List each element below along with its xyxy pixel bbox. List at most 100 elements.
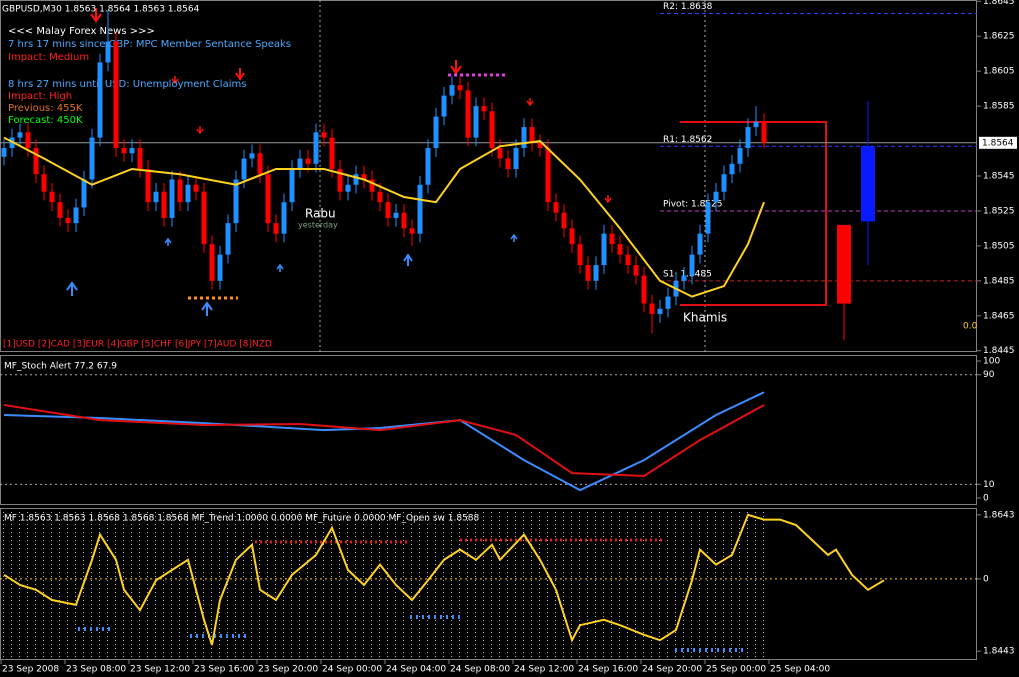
candle-body	[345, 184, 351, 192]
mf-pane-frame	[0, 508, 977, 660]
news-line: Impact: High	[8, 91, 72, 102]
candle-body	[861, 146, 875, 222]
candle-body	[457, 85, 463, 91]
moving-average	[3, 136, 765, 298]
candle-body	[105, 41, 111, 63]
candle-body	[425, 148, 431, 185]
candle-body	[481, 106, 487, 112]
candle-body	[761, 121, 767, 143]
y-tick-label: 90	[983, 370, 995, 380]
candle-body	[361, 174, 367, 180]
candle-body	[473, 106, 479, 138]
news-line: 8 hrs 27 mins until USD: Unemployment Cl…	[8, 79, 246, 90]
y-tick-label: 1.8605	[983, 67, 1015, 77]
candle-body	[401, 212, 407, 229]
candle-body	[689, 254, 695, 276]
y-tick-label: 1.8485	[983, 276, 1015, 286]
x-tick-label: 24 Sep 04:00	[386, 665, 446, 675]
symbol-header: GBPUSD,M30 1.8563 1.8564 1.8563 1.8564	[2, 5, 200, 15]
candle-body	[305, 158, 311, 164]
candle-body	[617, 244, 623, 255]
candle-body	[1, 148, 7, 157]
candle-body	[697, 233, 703, 255]
y-tick-label: 1.8525	[983, 206, 1015, 216]
indicator-title: MF_Stoch Alert 77.2 67.9	[4, 362, 117, 372]
candle-body	[65, 217, 71, 224]
candle-body	[257, 153, 263, 175]
news-panel: <<< Malay Forex News >>> 7 hrs 17 mins si…	[8, 26, 291, 126]
candle-body	[497, 148, 503, 159]
candle-body	[241, 158, 247, 180]
y-tick-label: 0	[983, 574, 989, 584]
candle-body	[665, 296, 671, 309]
news-line: Previous: 455K	[8, 103, 83, 114]
candle-body	[145, 169, 151, 203]
candle-body	[161, 191, 167, 218]
candle-body	[561, 212, 567, 229]
candle-body	[681, 275, 687, 281]
x-tick-label: 23 Sep 16:00	[194, 665, 254, 675]
candle-body	[281, 202, 287, 234]
candle-body	[121, 148, 127, 154]
candle-body	[465, 90, 471, 138]
mf-dot-grid	[1, 512, 771, 658]
y-tick-label: 1.8643	[983, 510, 1015, 520]
candle-body	[169, 179, 175, 218]
candle-body	[265, 174, 271, 224]
candle-body	[113, 41, 119, 149]
series-line	[3, 404, 765, 478]
candle-body	[153, 191, 159, 203]
y-tick-label: 1.8585	[983, 102, 1015, 112]
candle-body	[273, 223, 279, 234]
candle-body	[601, 233, 607, 266]
candle-body	[25, 132, 31, 149]
candle-body	[569, 228, 575, 245]
candle-body	[185, 184, 191, 203]
candle-body	[729, 163, 735, 175]
series-line	[3, 513, 885, 646]
candle-body	[433, 116, 439, 149]
pivot-label: S1: 1.8485	[663, 269, 712, 279]
candle-body	[609, 233, 615, 245]
candle-body	[641, 275, 647, 304]
indicator-title: MF 1.8563 1.8563 1.8568 1.8568 1.8568 MF…	[4, 514, 480, 524]
x-tick-label: 24 Sep 20:00	[642, 665, 702, 675]
stoch-pane-frame	[0, 355, 977, 505]
day-sublabel: yesterday	[298, 221, 338, 230]
bid-label: 1.8564	[982, 138, 1014, 148]
candle-body	[329, 137, 335, 170]
news-line: Forecast: 450K	[8, 115, 83, 126]
candle-body	[521, 127, 527, 149]
candle-body	[657, 308, 663, 315]
x-tick-label: 24 Sep 08:00	[450, 665, 510, 675]
candle-body	[137, 148, 143, 170]
main-pane-frame	[0, 0, 977, 352]
candle-body	[753, 121, 759, 128]
candle-body	[721, 174, 727, 192]
candle-body	[593, 265, 599, 281]
candle-body	[837, 224, 851, 304]
candle-body	[369, 179, 375, 192]
candle-body	[321, 132, 327, 138]
x-tick-label: 25 Sep 00:00	[706, 665, 766, 675]
candle-body	[489, 111, 495, 149]
currency-legend: [1]USD [2]CAD [3]EUR [4]GBP [5]CHF [6]JP…	[3, 340, 272, 350]
candle-body	[313, 132, 319, 164]
candle-body	[289, 169, 295, 203]
x-tick-label: 23 Sep 2008	[2, 665, 59, 675]
candle-body	[57, 202, 63, 218]
candle-body	[553, 202, 559, 213]
candle-body	[297, 158, 303, 170]
candle-body	[441, 95, 447, 117]
y-tick-label: 0	[983, 494, 989, 504]
candle-body	[353, 174, 359, 185]
y-tick-label: 1.8445	[983, 346, 1015, 356]
news-line: <<< Malay Forex News >>>	[8, 26, 155, 37]
candle-body	[585, 265, 591, 281]
candle-body	[449, 85, 455, 96]
candle-body	[713, 191, 719, 203]
range-box	[680, 121, 827, 306]
x-tick-label: 25 Sep 04:00	[770, 665, 830, 675]
